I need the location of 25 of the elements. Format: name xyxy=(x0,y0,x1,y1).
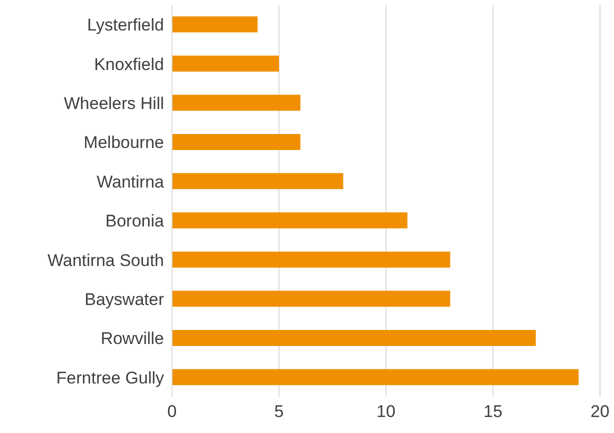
bar xyxy=(172,369,579,386)
y-tick-label: Boronia xyxy=(105,212,165,231)
y-tick-label: Knoxfield xyxy=(94,54,164,74)
bar xyxy=(172,330,536,346)
bar xyxy=(172,212,408,228)
y-tick-label: Bayswater xyxy=(84,290,164,310)
bar xyxy=(172,134,300,150)
y-tick-label: Wantirna South xyxy=(47,250,164,270)
y-tick-label: Melbourne xyxy=(84,133,164,152)
x-tick-label: 0 xyxy=(167,402,177,422)
x-tick-label: 20 xyxy=(590,402,610,422)
bar xyxy=(172,252,450,268)
y-tick-label: Rowville xyxy=(100,329,164,348)
x-tick-label: 5 xyxy=(274,402,284,422)
x-tick-label: 15 xyxy=(484,402,502,422)
y-tick-label: Lysterfield xyxy=(87,16,164,35)
bar xyxy=(172,173,344,190)
bar xyxy=(172,56,279,72)
bar xyxy=(172,94,300,111)
y-tick-label: Wheelers Hill xyxy=(64,94,164,114)
y-tick-label: Ferntree Gully xyxy=(56,368,164,388)
x-tick-label: 10 xyxy=(376,402,396,422)
bar xyxy=(172,290,450,307)
bar xyxy=(172,16,258,32)
y-tick-label: Wantirna xyxy=(96,172,165,192)
